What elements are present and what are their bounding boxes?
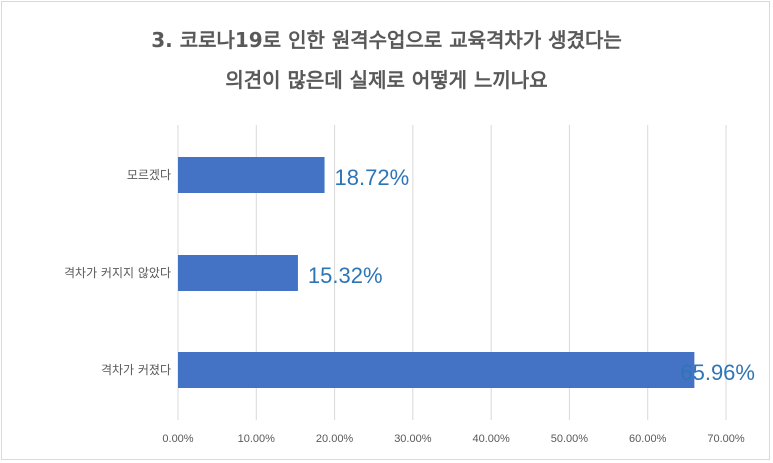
- x-tick-label: 70.00%: [707, 433, 745, 445]
- category-label: 모르겠다: [127, 168, 171, 182]
- chart-title-line-2: 의견이 많은데 실제로 어떻게 느끼나요: [225, 68, 548, 92]
- data-label: 18.72%: [335, 165, 410, 190]
- bar: [178, 255, 298, 291]
- data-label: 15.32%: [308, 263, 383, 288]
- x-tick-label: 60.00%: [629, 433, 667, 445]
- x-tick-label: 10.00%: [238, 433, 276, 445]
- data-label: 65.96%: [680, 360, 755, 385]
- x-tick-label: 30.00%: [394, 433, 432, 445]
- x-tick-label: 40.00%: [472, 433, 510, 445]
- bar: [178, 352, 695, 388]
- chart-title-line-1: 3. 코로나19로 인한 원격수업으로 교육격차가 생겼다는: [151, 28, 622, 52]
- x-tick-label: 50.00%: [551, 433, 589, 445]
- bar: [178, 157, 325, 193]
- category-label: 격차가 커졌다: [101, 363, 171, 377]
- category-label: 격차가 커지지 않았다: [64, 266, 171, 280]
- x-tick-label: 0.00%: [162, 433, 193, 445]
- chart-title: 3. 코로나19로 인한 원격수업으로 교육격차가 생겼다는 의견이 많은데 실…: [0, 20, 773, 100]
- x-tick-label: 20.00%: [316, 433, 354, 445]
